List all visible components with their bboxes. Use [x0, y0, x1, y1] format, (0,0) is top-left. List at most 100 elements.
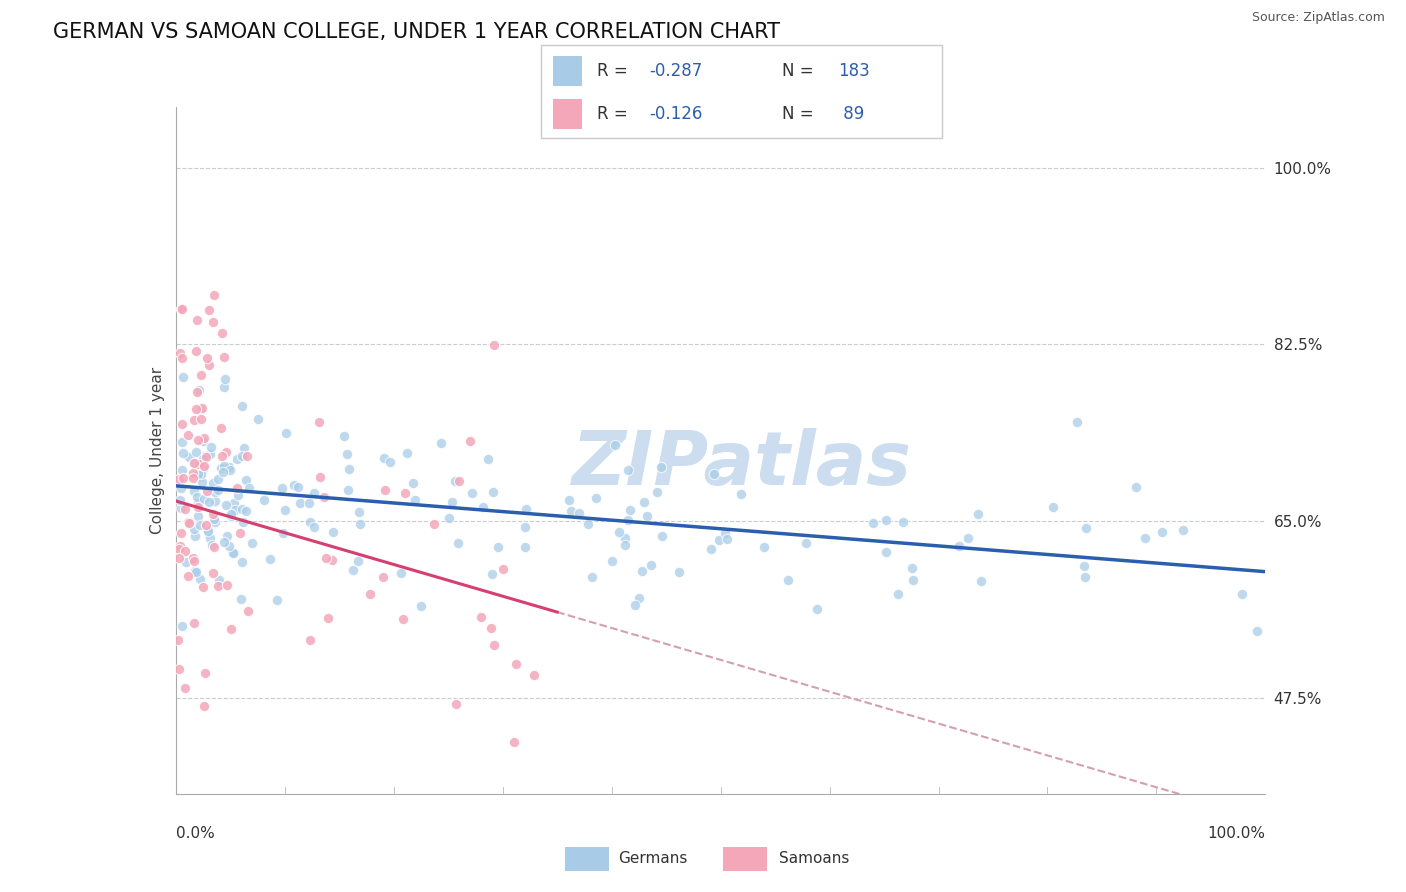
Point	[170, 302, 193, 317]
Text: 183: 183	[838, 62, 869, 79]
Point	[730, 487, 752, 501]
Point	[558, 492, 581, 507]
Point	[616, 463, 638, 477]
Point	[246, 411, 269, 425]
Point	[177, 450, 200, 464]
Point	[430, 436, 453, 450]
Text: 0.0%: 0.0%	[176, 826, 215, 841]
Point	[173, 502, 195, 516]
Point	[183, 466, 205, 480]
Point	[458, 434, 481, 448]
Point	[176, 428, 198, 442]
Point	[337, 461, 360, 475]
Point	[970, 574, 993, 588]
Point	[188, 458, 211, 472]
Point	[600, 554, 623, 568]
Point	[229, 526, 252, 541]
Point	[229, 592, 252, 607]
Point	[378, 455, 401, 469]
Point	[190, 403, 212, 417]
Point	[226, 452, 249, 467]
Point	[394, 485, 416, 500]
Point	[188, 469, 211, 483]
Point	[1074, 521, 1097, 535]
Point	[194, 449, 217, 463]
Point	[560, 504, 582, 518]
Point	[195, 518, 218, 533]
Point	[232, 441, 254, 455]
Point	[492, 562, 515, 576]
Point	[461, 486, 484, 500]
Point	[709, 533, 731, 547]
Point	[887, 587, 910, 601]
Point	[347, 505, 370, 519]
Point	[299, 515, 322, 529]
Point	[184, 445, 207, 459]
Point	[609, 524, 631, 539]
Point	[193, 666, 215, 681]
Point	[374, 483, 396, 497]
Point	[190, 412, 212, 426]
Point	[650, 460, 672, 475]
Point	[218, 463, 240, 477]
Point	[617, 513, 640, 527]
Point	[226, 488, 249, 502]
Point	[1246, 624, 1268, 638]
Point	[219, 507, 242, 521]
Text: N =: N =	[782, 62, 818, 79]
Point	[502, 735, 524, 749]
Point	[177, 516, 200, 530]
Point	[336, 447, 359, 461]
Point	[373, 450, 395, 465]
Point	[633, 495, 655, 509]
Point	[716, 532, 738, 546]
Point	[202, 541, 225, 555]
Point	[172, 446, 194, 460]
Point	[211, 449, 233, 463]
Point	[875, 513, 897, 527]
Point	[395, 446, 418, 460]
Point	[235, 504, 257, 518]
Text: GERMAN VS SAMOAN COLLEGE, UNDER 1 YEAR CORRELATION CHART: GERMAN VS SAMOAN COLLEGE, UNDER 1 YEAR C…	[53, 22, 780, 42]
Point	[862, 516, 884, 531]
Text: R =: R =	[598, 105, 634, 123]
Point	[236, 449, 259, 463]
Point	[172, 435, 194, 450]
Point	[195, 483, 218, 498]
Point	[441, 495, 464, 509]
Point	[187, 457, 209, 471]
Point	[238, 481, 260, 495]
Point	[188, 518, 211, 533]
Point	[218, 539, 240, 553]
Point	[193, 492, 215, 507]
Point	[188, 572, 211, 586]
Point	[200, 440, 222, 454]
Point	[242, 535, 264, 549]
Text: 100.0%: 100.0%	[1208, 826, 1265, 841]
Point	[315, 550, 337, 565]
Point	[198, 532, 221, 546]
Point	[613, 538, 636, 552]
Point	[219, 508, 242, 523]
Point	[288, 496, 311, 510]
Point	[636, 508, 658, 523]
Point	[422, 516, 444, 531]
Text: R =: R =	[598, 62, 634, 79]
Point	[172, 351, 194, 366]
Point	[903, 574, 925, 588]
Point	[1133, 531, 1156, 545]
Point	[619, 503, 641, 517]
Point	[298, 496, 321, 510]
Point	[207, 578, 229, 592]
Point	[177, 516, 200, 530]
Point	[627, 591, 650, 606]
Point	[806, 602, 828, 616]
Text: -0.287: -0.287	[650, 62, 703, 79]
Point	[174, 555, 197, 569]
Point	[225, 481, 247, 495]
Point	[207, 483, 229, 497]
Point	[191, 451, 214, 466]
Point	[389, 566, 412, 581]
Point	[754, 541, 776, 555]
Point	[202, 475, 225, 490]
